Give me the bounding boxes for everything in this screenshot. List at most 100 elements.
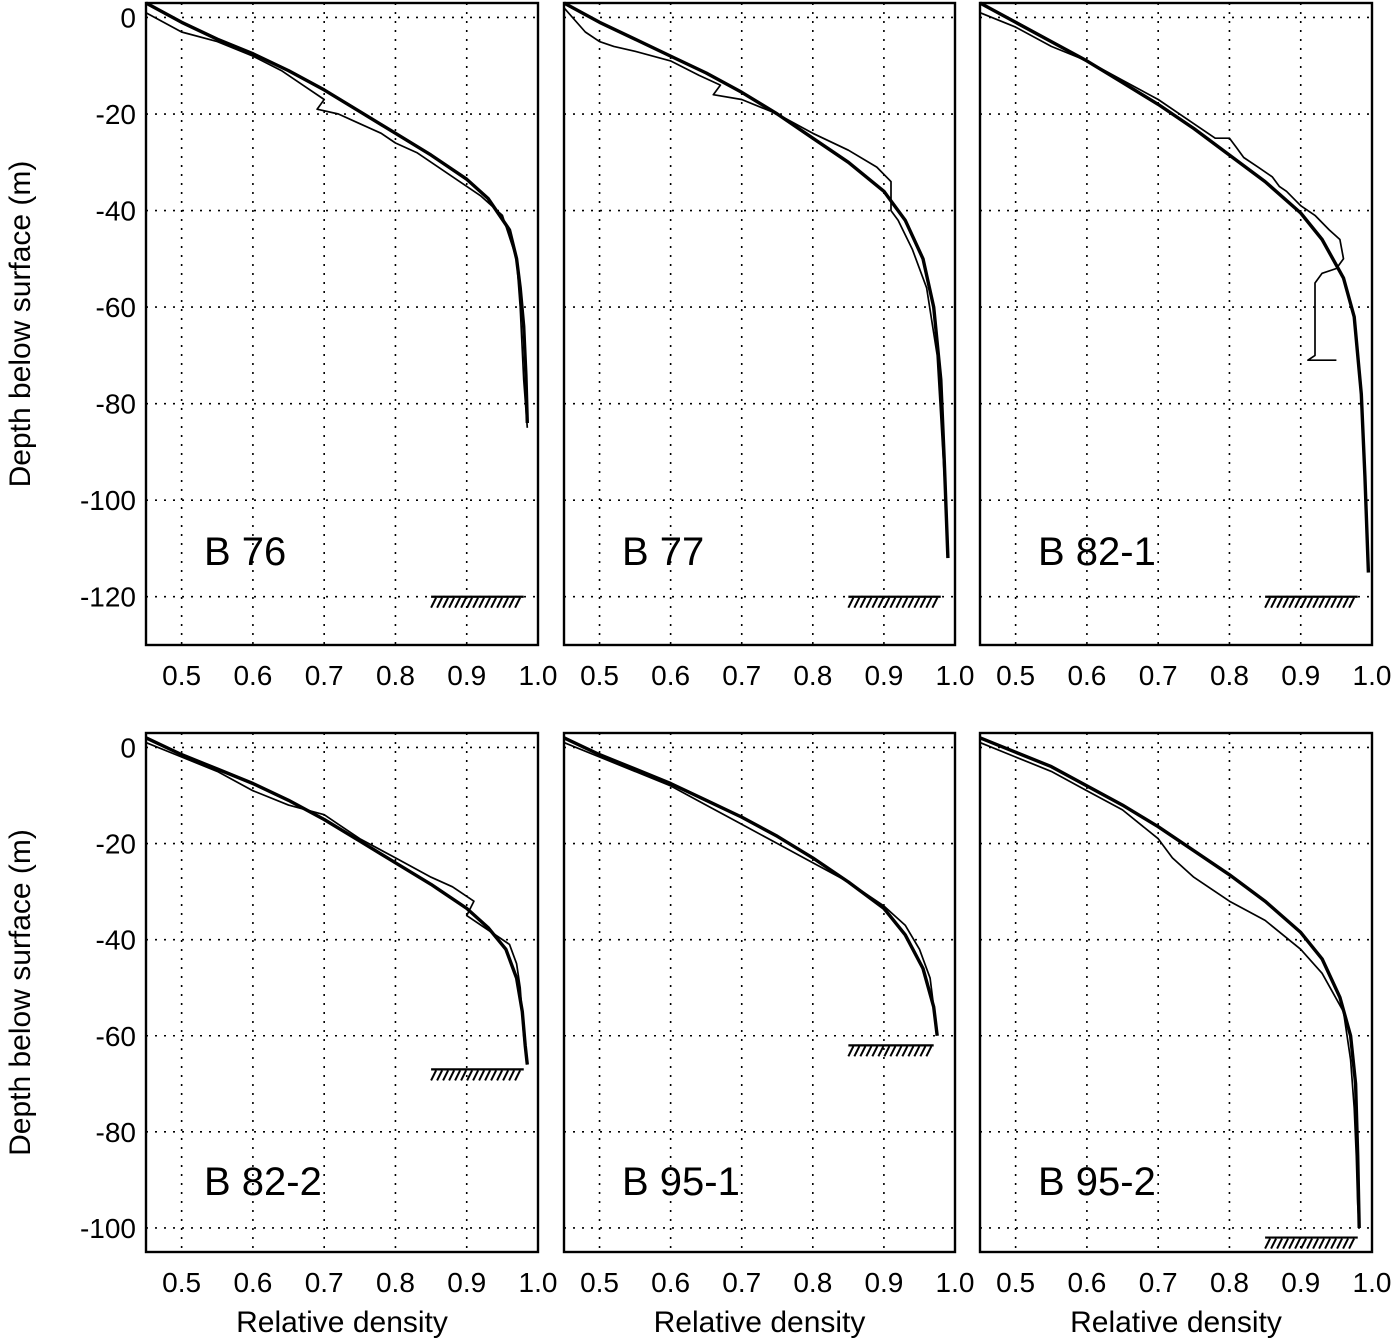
x-tick-label: 0.7 bbox=[305, 660, 344, 691]
bed-hatch bbox=[490, 597, 497, 609]
y-tick-label: -120 bbox=[80, 582, 136, 613]
bed-hatch bbox=[484, 1069, 491, 1081]
x-tick-label: 0.9 bbox=[447, 660, 486, 691]
bed-hatch bbox=[442, 1069, 449, 1081]
x-tick-label: 0.5 bbox=[162, 1267, 201, 1298]
bed-hatch bbox=[466, 597, 473, 609]
bedrock-marker bbox=[430, 595, 524, 609]
bed-hatch bbox=[1288, 597, 1295, 609]
bed-hatch bbox=[1264, 597, 1271, 609]
x-tick-label: 0.5 bbox=[162, 660, 201, 691]
x-tick-label: 0.6 bbox=[1067, 1267, 1106, 1298]
bed-hatch bbox=[1330, 1238, 1337, 1250]
x-tick-label: 0.9 bbox=[864, 1267, 903, 1298]
plot-frame bbox=[562, 731, 957, 1254]
borehole-label: B 82-1 bbox=[1038, 530, 1156, 574]
bed-hatch bbox=[1276, 1238, 1283, 1250]
bed-hatch bbox=[889, 597, 897, 609]
y-tick-label: -20 bbox=[96, 99, 136, 130]
x-axis-title: Relative density bbox=[236, 1306, 448, 1339]
plot-frame bbox=[144, 731, 540, 1254]
measured-density-curve bbox=[979, 11, 1345, 362]
y-axis-title: Depth below surface (m) bbox=[4, 829, 37, 1156]
bed-hatch bbox=[847, 597, 855, 609]
bed-hatch bbox=[514, 597, 521, 609]
bed-hatch bbox=[1342, 1238, 1349, 1250]
bed-hatch bbox=[430, 597, 437, 609]
x-tick-label: 0.8 bbox=[1210, 1267, 1249, 1298]
bed-hatch bbox=[1270, 597, 1277, 609]
bed-hatch bbox=[859, 1045, 867, 1057]
bed-hatch bbox=[907, 1045, 915, 1057]
bed-hatch bbox=[478, 597, 485, 609]
bedrock-marker bbox=[847, 1044, 934, 1057]
bed-hatch bbox=[901, 597, 909, 609]
x-tick-label: 0.8 bbox=[1210, 660, 1249, 691]
panel-4: 0.5 0.6 0.7 0.8 0.9 1.0 0 -20 -40 -60 -80 -100 B 82-… bbox=[4, 731, 558, 1339]
bed-hatch bbox=[448, 1069, 455, 1081]
bed-hatch bbox=[859, 597, 867, 609]
bed-hatch bbox=[1318, 597, 1325, 609]
bed-hatch bbox=[1348, 597, 1355, 609]
x-tick-label: 0.7 bbox=[305, 1267, 344, 1298]
y-tick-label: -100 bbox=[80, 1213, 136, 1244]
bed-hatch bbox=[877, 597, 885, 609]
y-tick-label: -40 bbox=[96, 196, 136, 227]
x-tick-label: 0.7 bbox=[1139, 660, 1178, 691]
x-tick-label: 1.0 bbox=[519, 1267, 558, 1298]
x-tick-label: 1.0 bbox=[1353, 660, 1392, 691]
x-tick-label: 0.9 bbox=[447, 1267, 486, 1298]
bed-hatch bbox=[901, 1045, 909, 1057]
bed-hatch bbox=[919, 597, 927, 609]
bed-hatch bbox=[436, 1069, 443, 1081]
bedrock-marker bbox=[1264, 595, 1358, 609]
panel-3: 0.5 0.6 0.7 0.8 0.9 1.0 B 82-1 bbox=[978, 1, 1392, 691]
bed-hatch bbox=[925, 597, 933, 609]
measured-density-curve bbox=[979, 741, 1361, 1229]
bed-hatch bbox=[895, 597, 903, 609]
borehole-label: B 95-1 bbox=[622, 1160, 740, 1204]
x-tick-label: 0.7 bbox=[722, 1267, 761, 1298]
bed-hatch bbox=[442, 597, 449, 609]
bed-hatch bbox=[496, 1069, 503, 1081]
bed-hatch bbox=[478, 1069, 485, 1081]
bed-hatch bbox=[496, 597, 503, 609]
x-tick-label: 0.6 bbox=[651, 660, 690, 691]
x-tick-label: 1.0 bbox=[1353, 1267, 1392, 1298]
bed-hatch bbox=[1312, 1238, 1319, 1250]
x-tick-label: 0.5 bbox=[996, 660, 1035, 691]
model-density-curve bbox=[145, 736, 529, 1065]
x-tick-label: 0.9 bbox=[864, 660, 903, 691]
bedrock-marker bbox=[1264, 1236, 1358, 1250]
x-tick-label: 0.6 bbox=[233, 660, 272, 691]
bed-hatch bbox=[1300, 597, 1307, 609]
panel-1: 0.5 0.6 0.7 0.8 0.9 1.0 0 -20 -40 -60 -80 -100 -120 B… bbox=[4, 1, 558, 691]
x-axis-title: Relative density bbox=[1070, 1306, 1282, 1339]
bed-hatch bbox=[1336, 1238, 1343, 1250]
x-tick-label: 1.0 bbox=[519, 660, 558, 691]
x-axis-title: Relative density bbox=[654, 1306, 866, 1339]
bed-hatch bbox=[865, 1045, 873, 1057]
bed-hatch bbox=[907, 597, 915, 609]
bed-hatch bbox=[472, 597, 479, 609]
plot-frame bbox=[144, 1, 540, 647]
bed-hatch bbox=[913, 1045, 921, 1057]
y-axis-title: Depth below surface (m) bbox=[4, 161, 37, 488]
bed-hatch bbox=[484, 597, 491, 609]
y-tick-label: 0 bbox=[120, 732, 136, 763]
bed-hatch bbox=[883, 597, 891, 609]
bed-hatch bbox=[865, 597, 873, 609]
model-density-curve bbox=[979, 1, 1371, 573]
bed-hatch bbox=[1312, 597, 1319, 609]
bed-hatch bbox=[883, 1045, 891, 1057]
bed-hatch bbox=[913, 597, 921, 609]
bed-hatch bbox=[490, 1069, 497, 1081]
borehole-label: B 95-2 bbox=[1038, 1160, 1156, 1204]
bed-hatch bbox=[1306, 1238, 1313, 1250]
bed-hatch bbox=[448, 597, 455, 609]
bed-hatch bbox=[454, 1069, 461, 1081]
bed-hatch bbox=[1336, 597, 1343, 609]
panel-6: 0.5 0.6 0.7 0.8 0.9 1.0 B 95-2 Relative density bbox=[978, 731, 1392, 1339]
bed-hatch bbox=[871, 597, 879, 609]
